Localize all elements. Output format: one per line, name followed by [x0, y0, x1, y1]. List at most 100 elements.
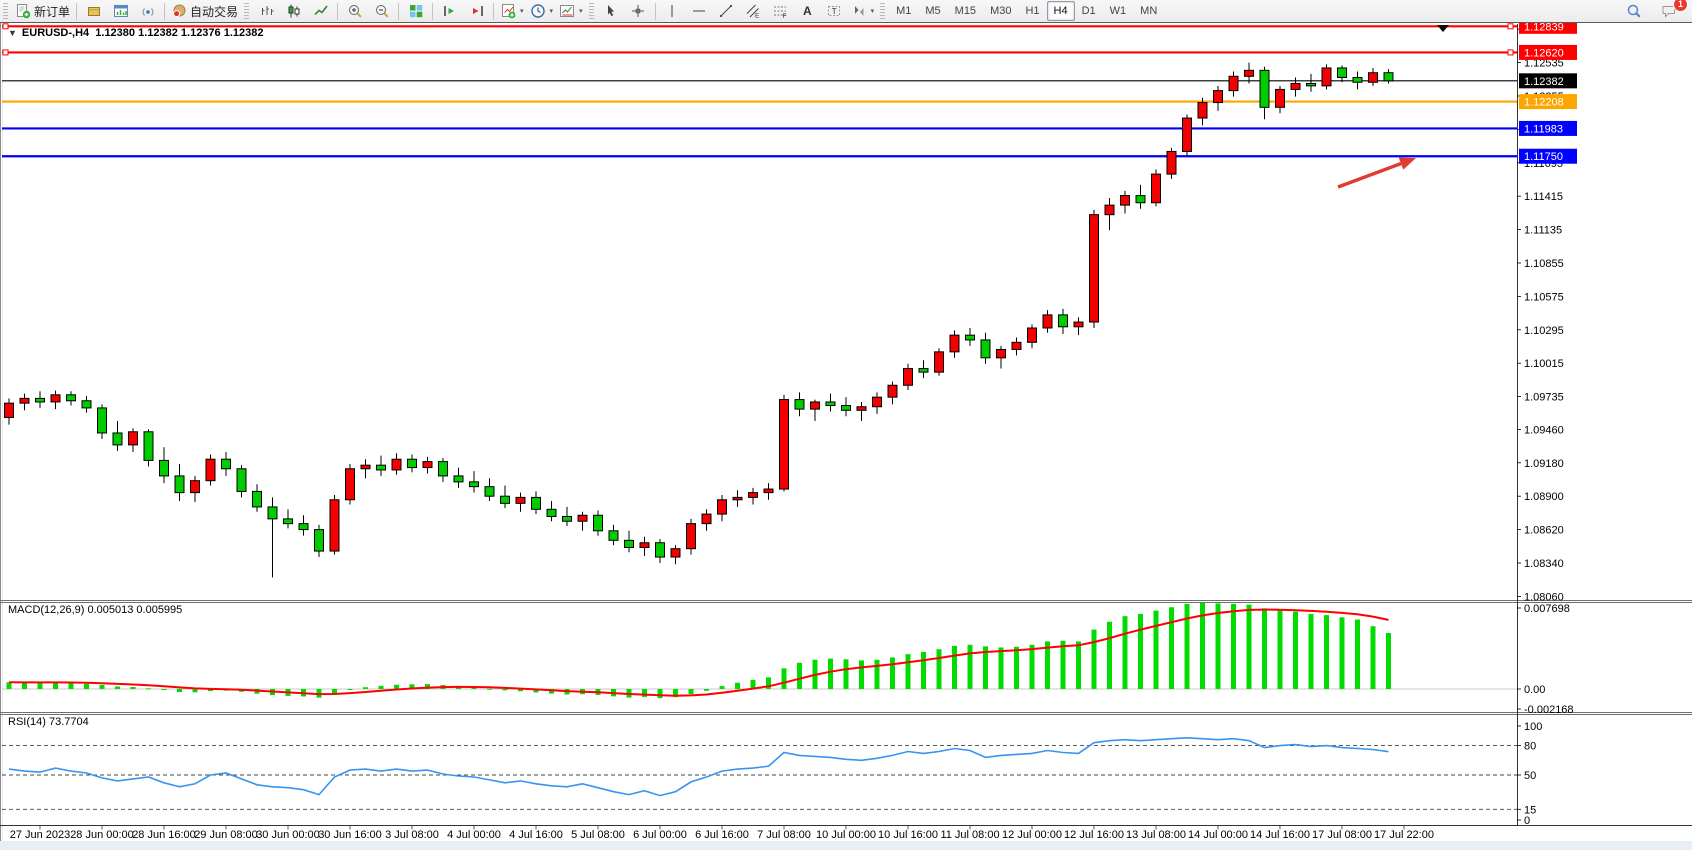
- svg-text:1.09460: 1.09460: [1524, 424, 1564, 436]
- templates-button[interactable]: ▾: [556, 0, 586, 22]
- svg-text:11 Jul 08:00: 11 Jul 08:00: [940, 829, 999, 841]
- svg-text:0: 0: [1524, 815, 1530, 827]
- search-button[interactable]: [1620, 0, 1647, 22]
- toolbar-grip[interactable]: [880, 3, 886, 19]
- toolbar-grip[interactable]: [3, 3, 8, 19]
- toolbar: 新订单 自动交易 ▾ ▾ ▾ E F A T ▾ M1 M5 M15 M30 H1 H4 D1 W1 MN 1: [0, 0, 1692, 23]
- periods-button[interactable]: ▾: [527, 0, 557, 22]
- svg-text:30 Jun 00:00: 30 Jun 00:00: [256, 829, 320, 841]
- vertical-line-button[interactable]: [659, 0, 686, 22]
- trendline-button[interactable]: [713, 0, 740, 22]
- svg-text:A: A: [803, 4, 812, 18]
- svg-text:1.10295: 1.10295: [1524, 325, 1564, 337]
- zoom-in-button[interactable]: [341, 0, 368, 22]
- timeframe-button-m5[interactable]: M5: [925, 5, 941, 17]
- new-order-button[interactable]: 新订单: [12, 0, 73, 22]
- svg-text:1.11983: 1.11983: [1524, 123, 1563, 135]
- svg-text:17 Jul 22:00: 17 Jul 22:00: [1374, 829, 1434, 841]
- text-label-button[interactable]: T: [821, 0, 848, 22]
- zoomout-icon: [375, 5, 389, 18]
- toolbar-separator: [337, 2, 339, 20]
- svg-text:E: E: [755, 13, 760, 20]
- price-tag-1.11983: [1519, 120, 1577, 136]
- line-chart-button[interactable]: [307, 0, 334, 22]
- svg-text:1.08900: 1.08900: [1524, 491, 1564, 503]
- red-arrow-annotation[interactable]: [1337, 157, 1416, 189]
- arrows-icon: [854, 6, 864, 16]
- svg-text:30 Jun 16:00: 30 Jun 16:00: [318, 829, 382, 841]
- svg-text:1.12208: 1.12208: [1524, 97, 1564, 109]
- toolbar-separator: [493, 2, 495, 20]
- autoscroll-icon: [443, 6, 454, 16]
- svg-text:1.12620: 1.12620: [1524, 47, 1564, 59]
- macd-histogram: [6, 602, 1391, 699]
- svg-text:1.09180: 1.09180: [1524, 458, 1564, 470]
- text-button[interactable]: A: [794, 0, 821, 22]
- svg-text:27 Jun 2023: 27 Jun 2023: [10, 829, 71, 841]
- svg-text:1.12839: 1.12839: [1524, 21, 1564, 33]
- price-axis[interactable]: 1.128151.125351.122551.119751.116951.114…: [1517, 18, 1577, 827]
- svg-text:12 Jul 00:00: 12 Jul 00:00: [1002, 829, 1062, 841]
- horizontal-line-button[interactable]: [686, 0, 713, 22]
- arrows-button[interactable]: ▾: [848, 0, 878, 22]
- chartshift-icon: [472, 6, 483, 16]
- symbol-dropdown-icon[interactable]: ▼: [8, 28, 17, 38]
- timeframe-button-h1[interactable]: H1: [1025, 5, 1040, 17]
- auto-scroll-button[interactable]: [436, 0, 463, 22]
- chart-shift-marker[interactable]: [1437, 25, 1449, 32]
- notification-badge: 1: [1673, 0, 1688, 12]
- line-handle[interactable]: [2, 49, 9, 56]
- channel-icon: E: [746, 4, 760, 20]
- chart-background: [0, 23, 1692, 850]
- timeframe-button-m30[interactable]: M30: [990, 5, 1012, 17]
- timeframe-button-mn[interactable]: MN: [1140, 5, 1158, 17]
- macd-signal-line: [8, 608, 1389, 697]
- zoom-out-button[interactable]: [368, 0, 395, 22]
- zoomin-icon: [348, 5, 362, 18]
- chevron-down-icon: ▾: [579, 8, 583, 15]
- vline-icon: [671, 5, 673, 17]
- bars-icon: [261, 6, 274, 15]
- textT-icon: T: [828, 6, 841, 16]
- chevron-down-icon: ▾: [549, 8, 554, 15]
- market-watch-button[interactable]: [80, 0, 107, 22]
- fibonacci-button[interactable]: F: [767, 0, 794, 22]
- line-handle[interactable]: [1507, 23, 1514, 30]
- navigator-button[interactable]: [134, 0, 161, 22]
- template-icon: [560, 5, 575, 17]
- svg-text:10 Jul 16:00: 10 Jul 16:00: [878, 829, 938, 841]
- notifications-button[interactable]: 1: [1655, 0, 1688, 22]
- autotrade-icon: [173, 4, 186, 18]
- quote-header[interactable]: ▼ EURUSD-,H4 1.12380 1.12382 1.12376 1.1…: [8, 27, 263, 39]
- timeframe-button-w1[interactable]: W1: [1109, 5, 1127, 17]
- chart-shift-button[interactable]: [463, 0, 490, 22]
- toolbar-separator: [164, 2, 166, 20]
- svg-text:3 Jul 08:00: 3 Jul 08:00: [385, 829, 439, 841]
- timeframe-button-d1[interactable]: D1: [1081, 5, 1096, 17]
- candlestick-chart-button[interactable]: [280, 0, 307, 22]
- toolbar-grip[interactable]: [588, 3, 594, 19]
- timeframe-button-m15[interactable]: M15: [954, 5, 977, 17]
- auto-trading-button[interactable]: 自动交易: [168, 0, 241, 22]
- line-handle[interactable]: [1507, 49, 1514, 56]
- equidistant-channel-button[interactable]: E: [740, 0, 767, 22]
- indicators-icon: [502, 4, 516, 19]
- bar-chart-button[interactable]: [253, 0, 280, 22]
- chevron-down-icon: ▾: [520, 8, 524, 15]
- timeframe-button-h4[interactable]: H4: [1046, 1, 1075, 21]
- svg-text:80: 80: [1524, 741, 1536, 753]
- svg-text:29 Jun 08:00: 29 Jun 08:00: [194, 829, 258, 841]
- timeframe-button-m1[interactable]: M1: [896, 5, 912, 17]
- data-window-button[interactable]: [107, 0, 134, 22]
- tile-windows-button[interactable]: [402, 0, 429, 22]
- svg-text:6 Jul 16:00: 6 Jul 16:00: [695, 829, 749, 841]
- line-handle[interactable]: [2, 23, 9, 30]
- crosshair-button[interactable]: [625, 0, 652, 22]
- svg-text:1.11135: 1.11135: [1524, 225, 1562, 237]
- svg-text:28 Jun 16:00: 28 Jun 16:00: [132, 829, 196, 841]
- indicators-button[interactable]: ▾: [497, 0, 527, 22]
- cursor-button[interactable]: [598, 0, 625, 22]
- toolbar-grip[interactable]: [244, 3, 250, 19]
